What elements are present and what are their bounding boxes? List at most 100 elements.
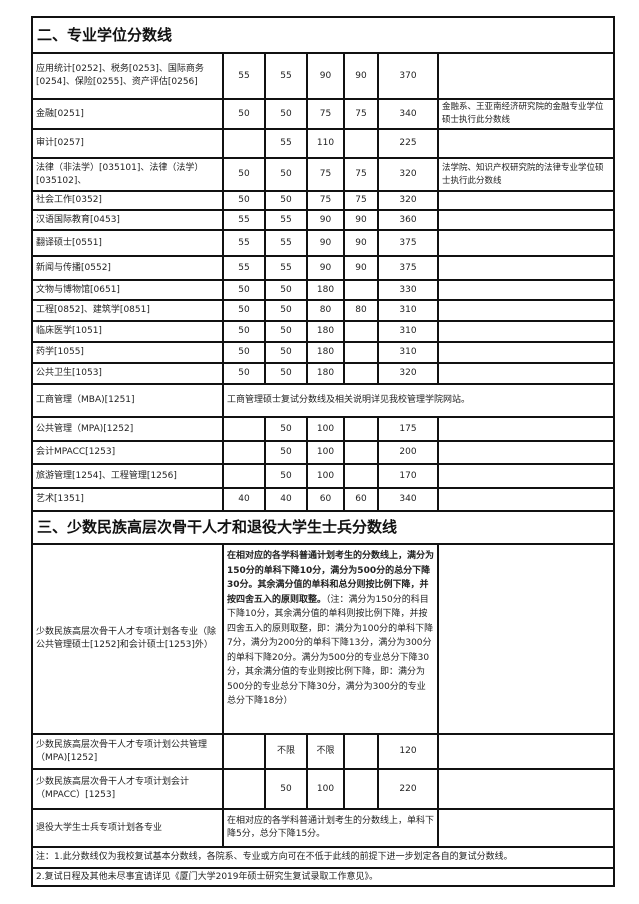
table-row: 公共卫生[1053] 50 50 180 320 <box>31 362 616 385</box>
score-cell: 50 <box>264 299 308 322</box>
score-cell: 175 <box>377 416 439 442</box>
score-cell: 不限 <box>264 733 308 770</box>
score-cell: 55 <box>264 229 308 257</box>
score-cell: 40 <box>222 487 266 512</box>
program-name: 社会工作[0352] <box>31 190 224 211</box>
score-cell: 180 <box>306 341 345 364</box>
section-title: 二、专业学位分数线 <box>30 16 616 54</box>
score-cell: 50 <box>264 416 308 442</box>
table-row: 三、少数民族高层次骨干人才和退役大学生士兵分数线 <box>30 510 616 545</box>
score-cell: 75 <box>343 190 379 211</box>
table-row: 旅游管理[1254]、工程管理[1256] 50 100 170 <box>31 463 616 489</box>
remark-cell <box>436 209 616 231</box>
score-cell: 50 <box>222 157 266 192</box>
score-cell: 50 <box>264 440 308 465</box>
minority-rule-note: （注：满分为150分的科目下降10分，其余满分值的单科则按比例下降，并按四舍五入… <box>227 594 434 707</box>
score-cell: 320 <box>377 190 439 211</box>
score-cell: 80 <box>343 299 379 322</box>
program-name: 少数民族高层次骨干人才专项计划各专业（除公共管理硕士[1252]和会计硕士[12… <box>31 543 224 735</box>
score-cell: 330 <box>377 279 439 301</box>
score-cell: 90 <box>343 209 379 231</box>
score-cell: 55 <box>222 209 266 231</box>
table-row: 工程[0852]、建筑学[0851] 50 50 80 80 310 <box>31 299 616 322</box>
remark-cell <box>436 463 616 489</box>
score-cell <box>343 279 379 301</box>
table-row: 临床医学[1051] 50 50 180 310 <box>31 320 616 343</box>
score-cell: 375 <box>377 229 439 257</box>
remark-cell <box>436 299 616 322</box>
remark-cell: 金融系、王亚南经济研究院的金融专业学位硕士执行此分数线 <box>436 98 616 130</box>
table-row: 二、专业学位分数线 <box>30 16 616 54</box>
program-name: 文物与博物馆[0651] <box>31 279 224 301</box>
score-cell: 100 <box>306 768 345 810</box>
remark-cell <box>436 279 616 301</box>
score-cell: 90 <box>306 229 345 257</box>
program-name: 药学[1055] <box>31 341 224 364</box>
score-cell: 180 <box>306 279 345 301</box>
score-cell: 60 <box>306 487 345 512</box>
score-cell: 55 <box>264 255 308 281</box>
remark-cell <box>436 768 616 810</box>
table-row: 文物与博物馆[0651] 50 50 180 330 <box>31 279 616 301</box>
program-name: 法律（非法学）[035101]、法律（法学）[035102]、 <box>31 157 224 192</box>
minority-rule: 在相对应的各学科普通计划考生的分数线上，满分为150分的单科下降10分，满分为5… <box>222 543 439 735</box>
score-cell: 75 <box>306 98 345 130</box>
table-row: 应用统计[0252]、税务[0253]、国际商务[0254]、保险[0255]、… <box>31 52 616 100</box>
score-cell: 180 <box>306 362 345 385</box>
table-row: 艺术[1351] 40 40 60 60 340 <box>31 487 616 512</box>
remark-cell <box>436 808 616 848</box>
score-cell <box>343 768 379 810</box>
score-cell: 50 <box>264 320 308 343</box>
table-row: 汉语国际教育[0453] 55 55 90 90 360 <box>31 209 616 231</box>
remark-cell <box>436 128 616 159</box>
program-name: 翻译硕士[0551] <box>31 229 224 257</box>
remark-cell <box>436 362 616 385</box>
footnote-1: 注：1.此分数线仅为我校复试基本分数线，各院系、专业或方向可在不低于此线的前提下… <box>30 846 616 869</box>
program-name: 退役大学生士兵专项计划各专业 <box>31 808 224 848</box>
program-name: 公共卫生[1053] <box>31 362 224 385</box>
program-name: 少数民族高层次骨干人才专项计划公共管理（MPA)[1252] <box>31 733 224 770</box>
score-cell: 100 <box>306 416 345 442</box>
score-cell: 220 <box>377 768 439 810</box>
score-cell: 50 <box>264 768 308 810</box>
table-row: 会计MPACC[1253] 50 100 200 <box>31 440 616 465</box>
score-cell: 50 <box>222 279 266 301</box>
table-row: 2.复试日程及其他未尽事宜请详见《厦门大学2019年硕士研究生复试录取工作意见》… <box>30 867 616 887</box>
score-cell: 320 <box>377 157 439 192</box>
remark-cell <box>436 440 616 465</box>
table-row: 审计[0257] 55 110 225 <box>31 128 616 159</box>
remark-cell <box>436 52 616 100</box>
table-row: 退役大学生士兵专项计划各专业 在相对应的各学科普通计划考生的分数线上，单科下降5分… <box>31 808 616 848</box>
score-cell: 90 <box>343 52 379 100</box>
score-cell <box>343 128 379 159</box>
score-cell: 100 <box>306 440 345 465</box>
score-cell: 60 <box>343 487 379 512</box>
score-cell: 120 <box>377 733 439 770</box>
score-cell: 360 <box>377 209 439 231</box>
score-cell: 55 <box>264 52 308 100</box>
table-row: 社会工作[0352] 50 50 75 75 320 <box>31 190 616 211</box>
program-name: 工程[0852]、建筑学[0851] <box>31 299 224 322</box>
score-cell <box>222 733 266 770</box>
score-cell: 55 <box>222 255 266 281</box>
program-name: 临床医学[1051] <box>31 320 224 343</box>
score-cell: 310 <box>377 341 439 364</box>
score-table: 二、专业学位分数线 应用统计[0252]、税务[0253]、国际商务[0254]、… <box>30 16 616 887</box>
score-cell: 80 <box>306 299 345 322</box>
score-cell: 90 <box>343 255 379 281</box>
score-cell: 310 <box>377 320 439 343</box>
table-row: 公共管理（MPA)[1252] 50 100 175 <box>31 416 616 442</box>
table-row: 少数民族高层次骨干人才专项计划公共管理（MPA)[1252] 不限 不限 120 <box>31 733 616 770</box>
score-cell: 200 <box>377 440 439 465</box>
score-cell: 55 <box>264 128 308 159</box>
score-cell: 75 <box>343 98 379 130</box>
table-row: 新闻与传播[0552] 55 55 90 90 375 <box>31 255 616 281</box>
table-row: 注：1.此分数线仅为我校复试基本分数线，各院系、专业或方向可在不低于此线的前提下… <box>30 846 616 869</box>
score-cell: 90 <box>306 52 345 100</box>
table-row: 少数民族高层次骨干人才专项计划会计（MPACC）[1253] 50 100 220 <box>31 768 616 810</box>
score-cell: 不限 <box>306 733 345 770</box>
footnote-2: 2.复试日程及其他未尽事宜请详见《厦门大学2019年硕士研究生复试录取工作意见》… <box>30 867 616 887</box>
program-name: 会计MPACC[1253] <box>31 440 224 465</box>
score-cell: 55 <box>264 209 308 231</box>
score-cell: 50 <box>264 157 308 192</box>
